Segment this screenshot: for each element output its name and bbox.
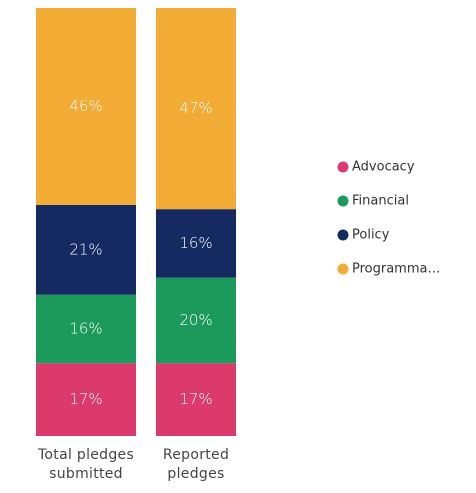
legend-label: Programma… (352, 262, 440, 277)
legend-marker (337, 263, 349, 275)
legend-marker (337, 161, 349, 173)
legend-marker (337, 229, 349, 241)
bar-segment (36, 204, 136, 295)
bar-segment (156, 8, 236, 210)
value-label: 17% (179, 390, 212, 408)
value-label: 21% (69, 240, 102, 258)
bar-segment (156, 363, 236, 436)
legend-label: Financial (352, 194, 409, 209)
bar-segment (36, 294, 136, 364)
bar-segment (36, 8, 136, 205)
bar-segment (156, 277, 236, 364)
bar-segment (156, 209, 236, 278)
legend-marker (337, 195, 349, 207)
bar-segment (36, 363, 136, 436)
value-label: 47% (179, 99, 212, 117)
value-label: 20% (179, 311, 212, 329)
category-label: Reported pledges (162, 447, 230, 482)
value-label: 16% (69, 320, 102, 338)
legend-label: Policy (352, 228, 390, 243)
value-label: 17% (69, 390, 102, 408)
value-label: 46% (69, 97, 102, 115)
category-label: Total pledges submitted (37, 447, 135, 482)
legend-label: Advocacy (352, 160, 415, 175)
value-label: 16% (179, 234, 212, 252)
